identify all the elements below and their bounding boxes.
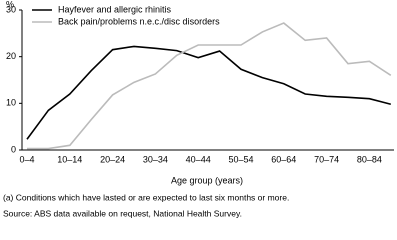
y-tick-label: 30	[6, 4, 16, 14]
x-axis-label: Age group (years)	[171, 175, 243, 185]
x-tick-label: 10–14	[57, 154, 82, 164]
legend-label: Back pain/problems n.e.c./disc disorders	[58, 16, 220, 26]
y-tick-label: 10	[6, 98, 16, 108]
footnote: Source: ABS data available on request, N…	[3, 208, 242, 218]
x-tick-label: 70–74	[314, 154, 339, 164]
y-axis-label: %	[6, 0, 14, 9]
series-line	[26, 45, 392, 140]
chart: % Age group (years) (a) Conditions which…	[3, 0, 394, 218]
legend-label: Hayfever and allergic rhinitis	[58, 4, 172, 14]
page: % Age group (years) (a) Conditions which…	[3, 0, 394, 219]
footnote: (a) Conditions which have lasted or are …	[3, 192, 289, 202]
y-tick-label: 20	[6, 51, 16, 61]
x-tick-label: 80–84	[357, 154, 382, 164]
x-tick-label: 0–4	[19, 154, 34, 164]
x-tick-label: 50–54	[228, 154, 253, 164]
x-tick-label: 40–44	[186, 154, 211, 164]
x-tick-label: 30–34	[143, 154, 168, 164]
x-tick-label: 60–64	[271, 154, 296, 164]
x-tick-label: 20–24	[100, 154, 125, 164]
y-tick-label: 0	[11, 144, 16, 154]
series-line	[27, 22, 392, 150]
